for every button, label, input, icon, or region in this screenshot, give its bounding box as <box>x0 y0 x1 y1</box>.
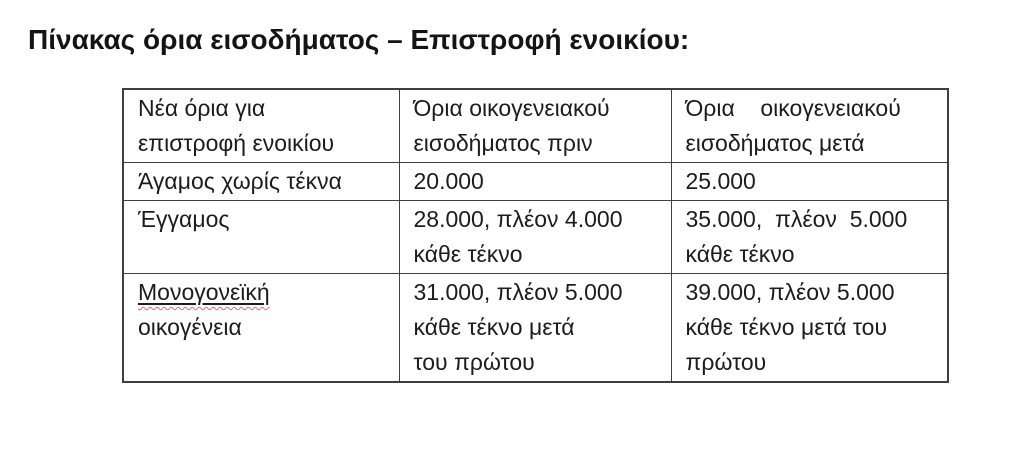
cell-limit-before: 20.000 <box>398 162 672 201</box>
cell-limit-before: 31.000, πλέον 5.000 κάθε τέκνο μετά του … <box>398 273 672 383</box>
cell-limit-after: 35.000, πλέον 5.000 κάθε τέκνο <box>670 200 949 274</box>
header-cell-income-before: Όρια οικογενειακού εισοδήματος πριν <box>398 88 672 163</box>
page-title: Πίνακας όρια εισοδήματος – Επιστροφή ενο… <box>28 24 690 55</box>
cell-category: Άγαμος χωρίς τέκνα <box>122 162 400 201</box>
misspelled-word: Μονογονεϊκή <box>138 279 270 305</box>
table-header-row: Νέα όρια για επιστροφή ενοικίου Όρια οικ… <box>122 88 949 163</box>
header-cell-new-limits: Νέα όρια για επιστροφή ενοικίου <box>122 88 400 163</box>
cell-category: Έγγαμος <box>122 200 400 274</box>
table-row-single-parent: Μονογονεϊκή οικογένεια 31.000, πλέον 5.00… <box>122 273 949 383</box>
table-row-single-no-children: Άγαμος χωρίς τέκνα 20.000 25.000 <box>122 162 949 201</box>
spellcheck-squiggle: Μονογονεϊκή <box>138 279 270 305</box>
income-limits-table: Νέα όρια για επιστροφή ενοικίου Όρια οικ… <box>122 88 949 383</box>
cell-limit-after: 39.000, πλέον 5.000 κάθε τέκνο μετά του … <box>670 273 949 383</box>
table-row-married: Έγγαμος 28.000, πλέον 4.000 κάθε τέκνο 3… <box>122 200 949 274</box>
cell-limit-before: 28.000, πλέον 4.000 κάθε τέκνο <box>398 200 672 274</box>
cell-category: Μονογονεϊκή οικογένεια <box>122 273 400 383</box>
cell-limit-after: 25.000 <box>670 162 949 201</box>
header-cell-income-after: Όρια οικογενειακού εισοδήματος μετά <box>670 88 949 163</box>
category-second-line: οικογένεια <box>138 314 242 340</box>
